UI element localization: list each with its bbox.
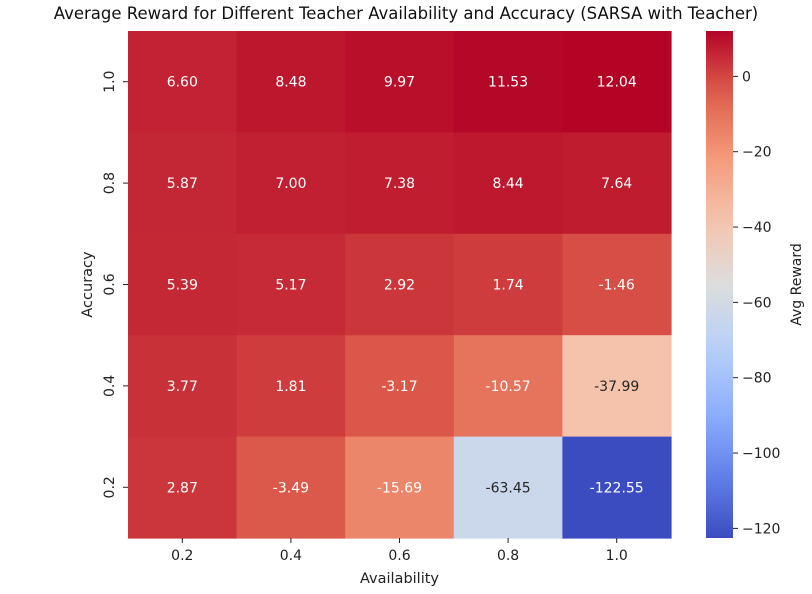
cell-value-label: 8.44: [493, 176, 524, 192]
cell-value-label: -122.55: [590, 480, 644, 496]
heatmap-cell: [562, 31, 672, 133]
colorbar-tick-label: −100: [742, 446, 780, 462]
colorbar-tick-label: −40: [742, 220, 772, 236]
heatmap-cell: [128, 31, 238, 133]
cell-value-label: 3.77: [167, 379, 198, 395]
y-axis-label: Accuracy: [80, 251, 96, 318]
cell-value-label: 6.60: [167, 75, 198, 91]
colorbar-label: Avg Reward: [789, 243, 805, 326]
heatmap-cell: [236, 31, 346, 133]
heatmap-cell: [345, 436, 455, 539]
cell-value-labels: 6.60 8.48 9.97 11.53 12.04 5.87 7.00 7.38 8.44 7.…: [167, 75, 644, 497]
heatmap-cell: [453, 436, 563, 539]
cell-value-label: 12.04: [597, 75, 637, 91]
cell-value-label: -3.49: [273, 480, 309, 496]
cell-value-label: 11.53: [488, 75, 528, 91]
cell-value-label: 5.17: [275, 278, 306, 294]
colorbar-tick-label: −60: [742, 295, 772, 311]
x-tick-label: 0.4: [280, 548, 302, 564]
colorbar-tick-label: 0: [742, 69, 751, 85]
cell-value-label: 9.97: [384, 75, 415, 91]
x-axis-label: Availability: [360, 571, 439, 587]
heatmap-cell: [128, 335, 238, 438]
y-tick-label: 0.4: [102, 375, 118, 397]
heatmap-cell: [236, 132, 346, 235]
y-tick-label: 0.6: [102, 273, 118, 295]
heatmap-cell: [562, 233, 672, 336]
heatmap-cell: [236, 233, 346, 336]
heatmap-cell: [345, 31, 455, 133]
heatmap-cell: [128, 436, 238, 539]
cell-value-label: 2.87: [167, 480, 198, 496]
colorbar-tick-label: −120: [742, 521, 780, 537]
cell-value-label: -3.17: [381, 379, 417, 395]
cell-value-label: 5.87: [167, 176, 198, 192]
cell-value-label: -1.46: [599, 278, 635, 294]
cell-value-label: -63.45: [486, 480, 531, 496]
heatmap-cell: [345, 132, 455, 235]
heatmap-cell: [345, 233, 455, 336]
heatmap-cell: [562, 132, 672, 235]
heatmap-cell: [562, 335, 672, 438]
heatmap-cell: [128, 132, 238, 235]
heatmap-cell: [236, 335, 346, 438]
y-tick-label: 0.8: [102, 172, 118, 194]
heatmap-cell: [345, 335, 455, 438]
cell-value-label: 5.39: [167, 278, 198, 294]
heatmap-cell: [453, 233, 563, 336]
heatmap-cell: [236, 436, 346, 539]
colorbar-gradient: [706, 31, 733, 538]
heatmap-cells: [128, 31, 672, 539]
chart-title: Average Reward for Different Teacher Ava…: [53, 4, 759, 23]
x-tick-label: 0.8: [497, 548, 519, 564]
colorbar: 0 −20 −40 −60 −80 −100 −120 Avg Reward: [706, 31, 805, 538]
cell-value-label: 7.00: [275, 176, 306, 192]
cell-value-label: -37.99: [594, 379, 639, 395]
heatmap-cell: [453, 335, 563, 438]
y-tick-label: 0.2: [102, 476, 118, 498]
cell-value-label: -10.57: [486, 379, 531, 395]
x-tick-label: 0.6: [388, 548, 410, 564]
x-tick-label: 1.0: [606, 548, 628, 564]
heatmap-cell: [562, 436, 672, 539]
heatmap-cell: [453, 132, 563, 235]
cell-value-label: 7.38: [384, 176, 415, 192]
cell-value-label: 1.74: [493, 278, 524, 294]
cell-value-label: 2.92: [384, 278, 415, 294]
x-tick-label: 0.2: [171, 548, 193, 564]
y-tick-label: 1.0: [102, 71, 118, 93]
axes: 0.2 0.4 0.6 0.8 1.0 Availability 1.0 0.8 0.6 0.4 0…: [80, 71, 628, 587]
colorbar-tick-label: −80: [742, 371, 772, 387]
colorbar-tick-label: −20: [742, 145, 772, 161]
heatmap-cell: [453, 31, 563, 133]
cell-value-label: 7.64: [601, 176, 632, 192]
cell-value-label: 8.48: [275, 75, 306, 91]
heatmap-cell: [128, 233, 238, 336]
cell-value-label: -15.69: [377, 480, 422, 496]
cell-value-label: 1.81: [275, 379, 306, 395]
